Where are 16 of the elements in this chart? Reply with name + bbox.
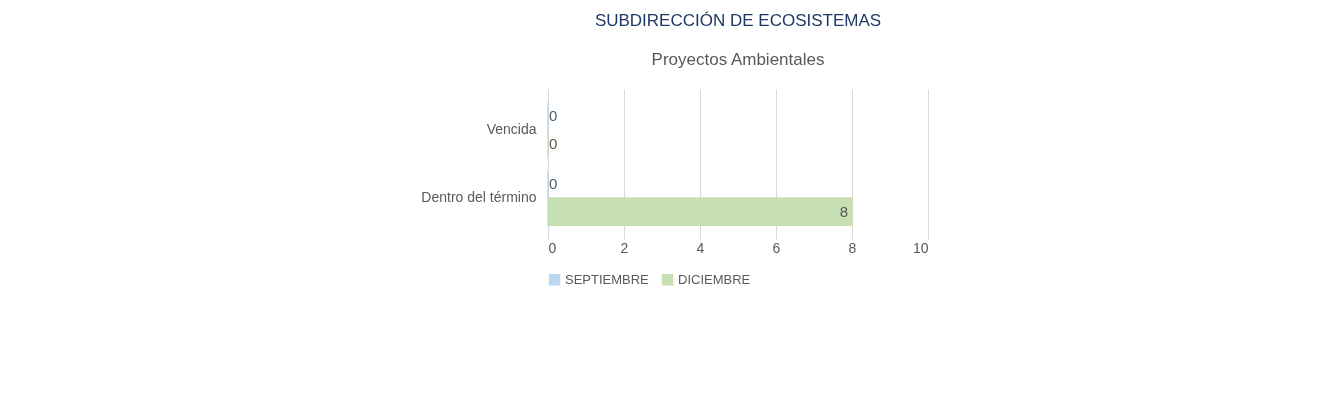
x-tick-label: 6 bbox=[772, 239, 781, 256]
data-label: 0 bbox=[549, 175, 558, 193]
y-tick-label: Dentro del término bbox=[421, 189, 537, 206]
chart-subtitle: Proyectos Ambientales bbox=[651, 50, 825, 69]
data-label: 0 bbox=[549, 134, 558, 152]
data-label: 0 bbox=[549, 107, 558, 125]
x-tick-label: 8 bbox=[848, 239, 857, 256]
x-tick-label: 0 bbox=[548, 239, 557, 256]
x-tick-label: 4 bbox=[696, 239, 705, 256]
legend-label: SEPTIEMBRE bbox=[565, 271, 650, 287]
data-label: 8 bbox=[839, 202, 848, 220]
x-tick-label: 2 bbox=[620, 239, 629, 256]
chart-title: SUBDIRECCIÓN DE ECOSISTEMAS bbox=[594, 11, 882, 30]
y-tick-label: Vencida bbox=[486, 120, 537, 137]
legend-label: DICIEMBRE bbox=[678, 271, 751, 287]
x-tick-label: 10 bbox=[912, 239, 929, 256]
